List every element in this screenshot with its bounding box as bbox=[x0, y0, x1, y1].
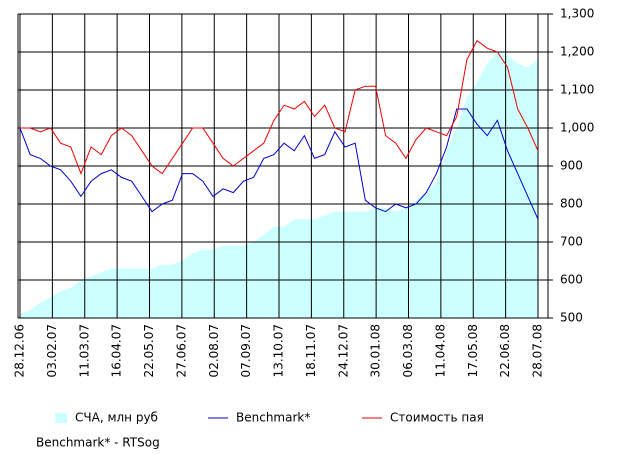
line bbox=[19, 108, 539, 220]
x-tick-label: 03.02.07 bbox=[45, 324, 59, 377]
x-tick-label: 27.06.07 bbox=[174, 324, 188, 377]
legend-label: Стоимость пая bbox=[390, 411, 484, 425]
y-tick-label: 600 bbox=[560, 273, 583, 287]
x-tick-label: 30.01.08 bbox=[369, 324, 383, 377]
legend-label: Benchmark* bbox=[236, 411, 310, 425]
x-tick-label: 28.07.08 bbox=[531, 324, 545, 377]
x-tick-label: 16.04.07 bbox=[110, 324, 124, 377]
x-tick-label: 02.08.07 bbox=[207, 324, 221, 377]
y-tick-label: 1,100 bbox=[560, 83, 594, 97]
y-tick-label: 1,000 bbox=[560, 121, 594, 135]
x-tick-label: 06.03.08 bbox=[401, 324, 415, 377]
line bbox=[20, 39, 539, 176]
legend-swatch bbox=[55, 413, 67, 423]
x-tick-label: 07.09.07 bbox=[239, 324, 253, 377]
y-tick-label: 700 bbox=[560, 235, 583, 249]
y-tick-label: 1,200 bbox=[560, 45, 594, 59]
x-tick-label: 17.05.08 bbox=[466, 324, 480, 377]
y-tick-label: 1,300 bbox=[560, 7, 594, 21]
legend-label: СЧА, млн руб bbox=[75, 411, 158, 425]
x-tick-label: 28.12.06 bbox=[13, 324, 27, 377]
y-tick-label: 800 bbox=[560, 197, 583, 211]
x-tick-label: 22.06.08 bbox=[498, 324, 512, 377]
footnote: Benchmark* - RTSog bbox=[36, 436, 160, 450]
x-tick-label: 11.03.07 bbox=[77, 324, 91, 377]
x-tick-label: 22.05.07 bbox=[142, 324, 156, 377]
y-tick-label: 900 bbox=[560, 159, 583, 173]
x-tick-label: 24.12.07 bbox=[336, 324, 350, 377]
x-tick-label: 11.04.08 bbox=[433, 324, 447, 377]
x-tick-label: 18.11.07 bbox=[304, 324, 318, 377]
y-tick-label: 500 bbox=[560, 311, 583, 325]
x-tick-label: 13.10.07 bbox=[272, 324, 286, 377]
